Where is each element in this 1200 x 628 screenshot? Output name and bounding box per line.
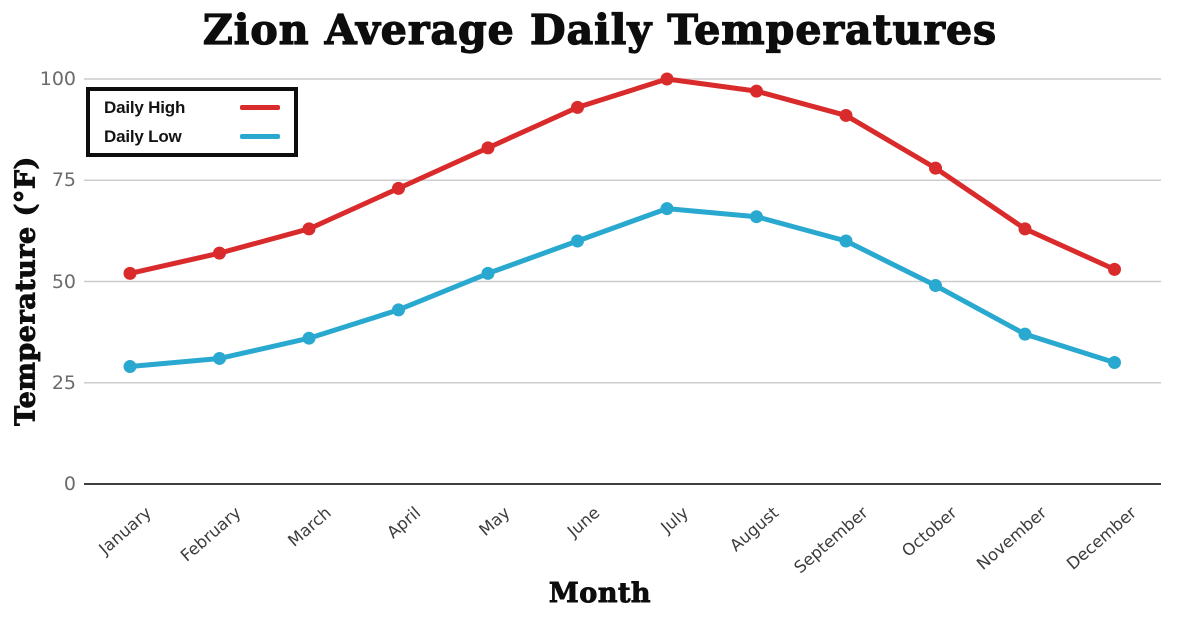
data-point-daily-low — [392, 303, 405, 317]
data-point-daily-high — [1108, 262, 1121, 276]
chart-title: Zion Average Daily Temperatures — [202, 6, 998, 54]
legend-item-daily-high: Daily High — [104, 98, 280, 118]
y-tick-label: 100 — [39, 68, 76, 90]
y-tick-label: 25 — [51, 371, 76, 394]
data-point-daily-low — [1018, 327, 1032, 341]
legend-label-daily-low: Daily Low — [104, 126, 182, 146]
data-point-daily-low — [123, 360, 137, 374]
data-point-daily-low — [660, 202, 674, 216]
y-tick-label: 75 — [51, 169, 76, 192]
data-point-daily-high — [123, 266, 137, 280]
data-point-daily-low — [750, 210, 763, 224]
y-tick-label: 0 — [63, 473, 76, 495]
data-point-daily-high — [1018, 222, 1032, 236]
data-point-daily-low — [302, 331, 316, 345]
data-point-daily-low — [929, 279, 942, 293]
data-point-daily-high — [750, 84, 763, 98]
series-line-daily-low — [127, 206, 1117, 370]
legend-swatch-daily-low — [240, 134, 280, 139]
data-point-daily-high — [571, 100, 584, 114]
data-point-daily-high — [213, 246, 226, 260]
data-point-daily-low — [571, 234, 584, 248]
data-point-daily-high — [481, 141, 495, 155]
data-point-daily-low — [481, 266, 495, 280]
x-axis-title: Month — [548, 578, 652, 610]
legend-label-daily-high: Daily High — [104, 97, 186, 117]
legend-swatch-daily-high — [240, 105, 280, 110]
data-point-daily-high — [302, 222, 316, 236]
legend: Daily High Daily Low — [86, 87, 298, 157]
data-point-daily-low — [213, 351, 226, 365]
legend-item-daily-low: Daily Low — [104, 127, 280, 147]
data-point-daily-high — [839, 108, 853, 122]
data-point-daily-low — [839, 234, 853, 248]
data-point-daily-low — [1108, 356, 1121, 369]
data-point-daily-high — [929, 161, 942, 175]
data-point-daily-high — [660, 72, 674, 86]
data-point-daily-high — [392, 181, 405, 195]
y-tick-label: 50 — [51, 270, 76, 293]
series-line-daily-high — [127, 76, 1117, 276]
